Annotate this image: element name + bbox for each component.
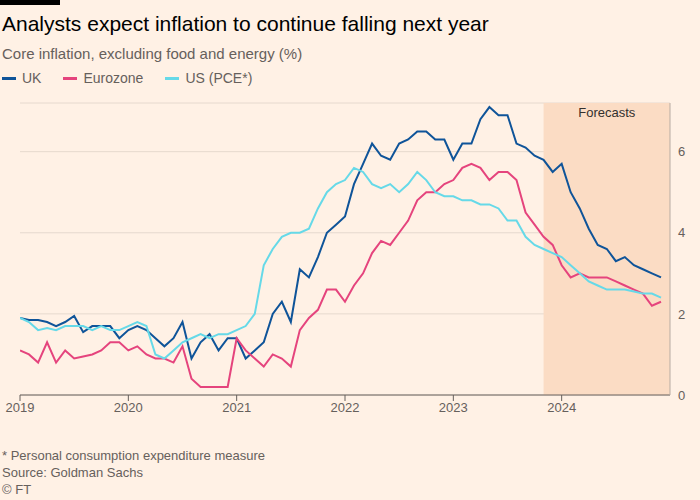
svg-text:6: 6 xyxy=(678,144,685,159)
html-text:© FT: © FT xyxy=(2,482,32,497)
svg-text:2020: 2020 xyxy=(114,400,143,415)
svg-text:4: 4 xyxy=(678,225,685,240)
svg-text:2019: 2019 xyxy=(8,400,34,415)
svg-text:2021: 2021 xyxy=(222,400,251,415)
svg-text:2024: 2024 xyxy=(547,400,576,415)
html-text:* Personal consumption expendi: * Personal consumption expenditure measu… xyxy=(2,448,265,463)
svg-text:2022: 2022 xyxy=(331,400,360,415)
html-text:Eurozone: Eurozone xyxy=(83,70,144,86)
svg-text:0: 0 xyxy=(678,388,685,403)
html-text:Core inflation, excluding food: Core inflation, excluding food and energ… xyxy=(2,45,303,62)
svg-text:2: 2 xyxy=(678,307,685,322)
html-text:US (PCE*): US (PCE*) xyxy=(185,70,253,86)
html-text:Source: Goldman Sachs: Source: Goldman Sachs xyxy=(2,465,143,480)
html-text:UK: UK xyxy=(22,70,42,86)
html-text:Analysts expect inflation to c: Analysts expect inflation to continue fa… xyxy=(2,12,489,35)
svg-text:Forecasts: Forecasts xyxy=(578,105,636,120)
svg-text:2023: 2023 xyxy=(439,400,468,415)
